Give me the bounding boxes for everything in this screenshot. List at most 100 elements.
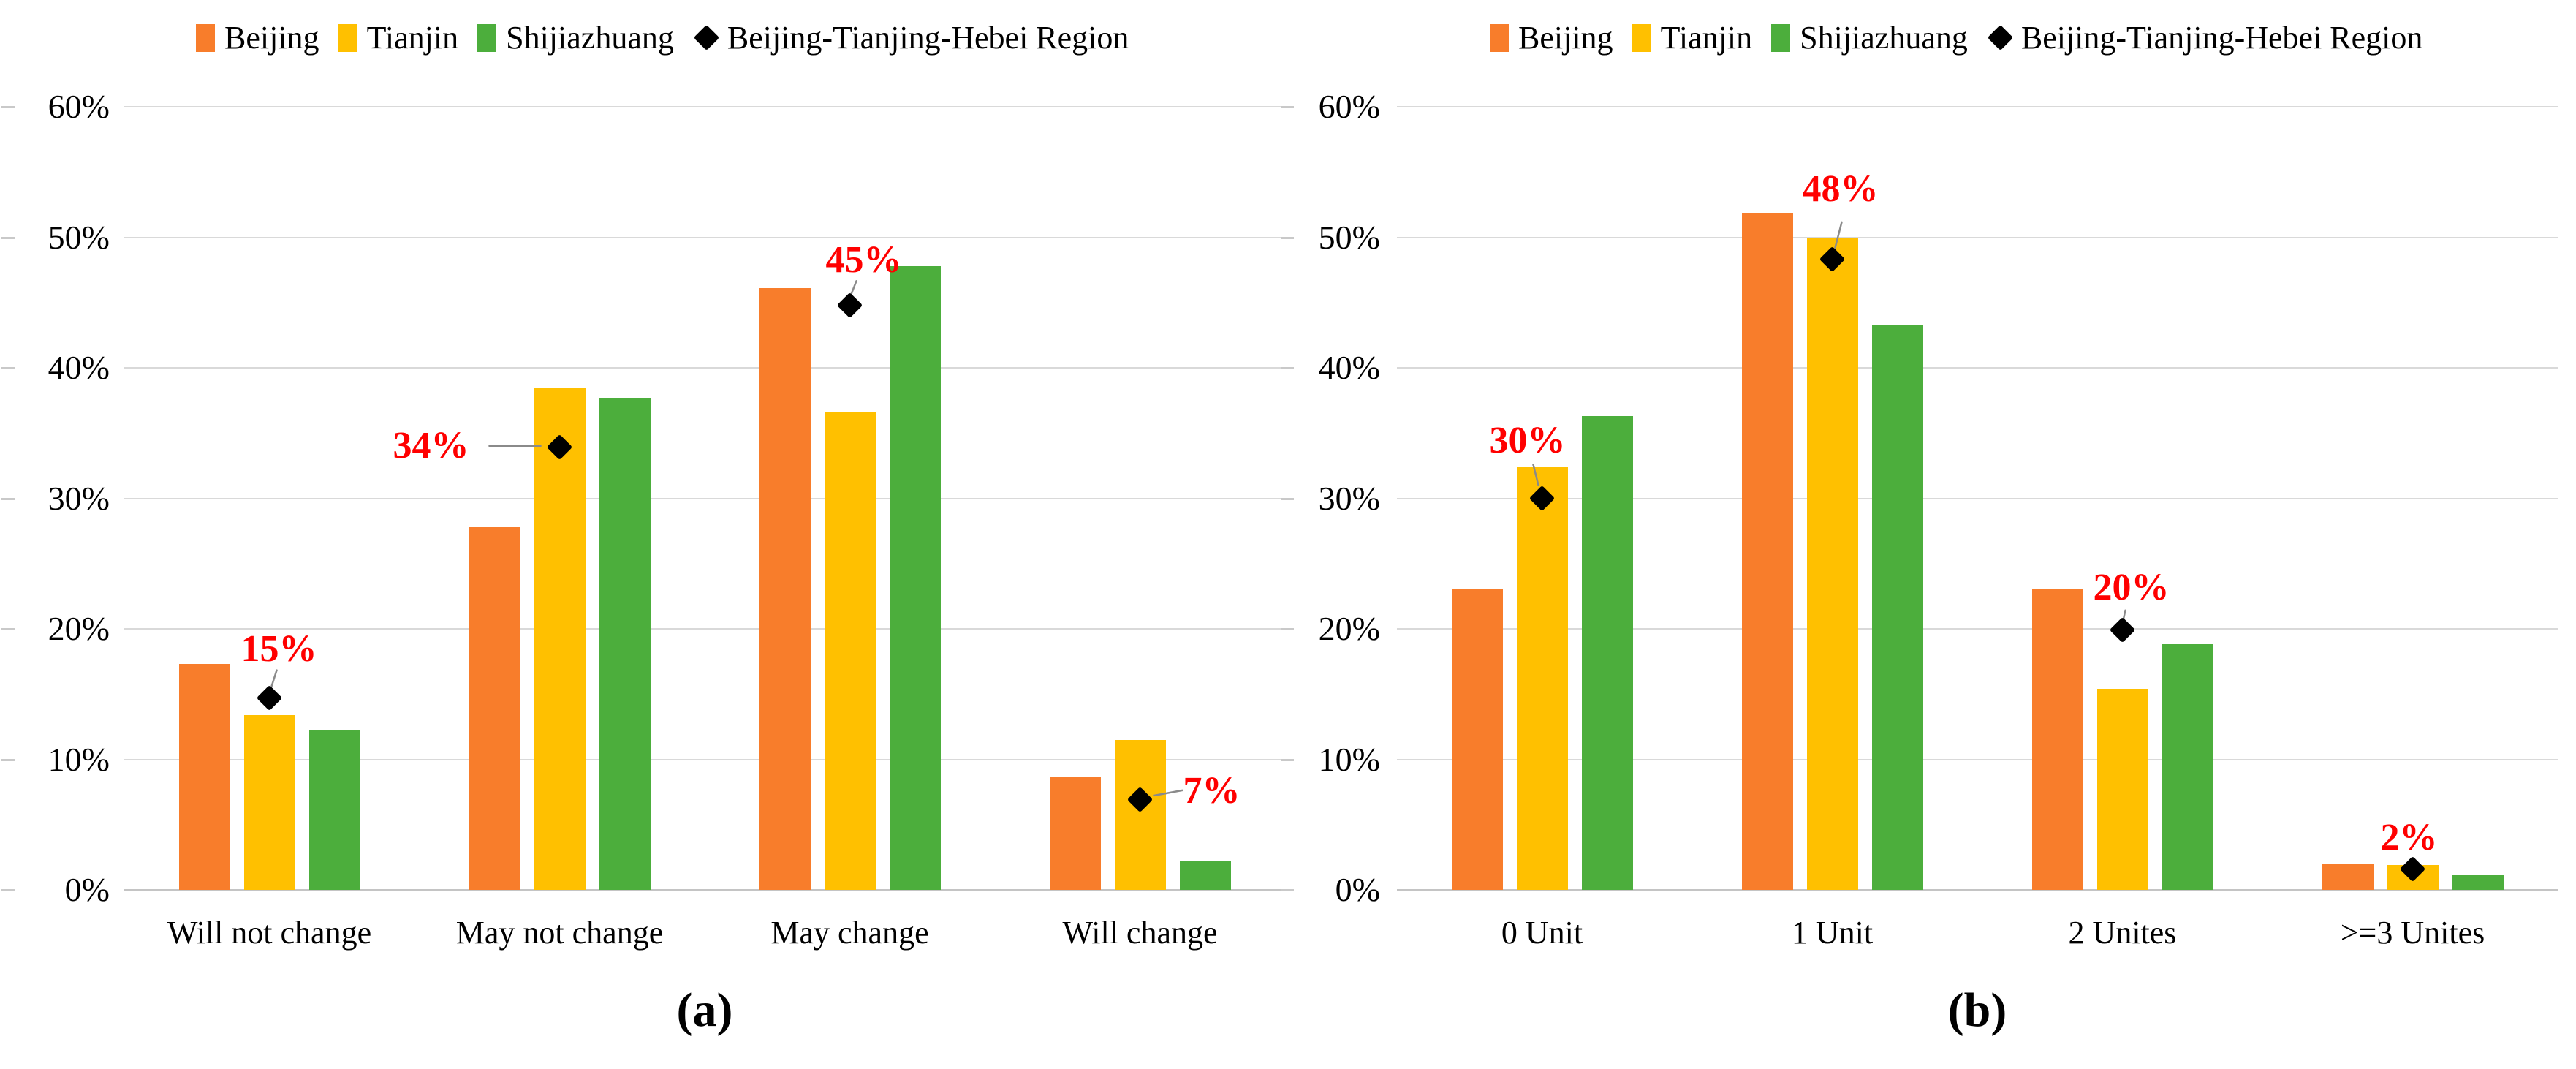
bar-tianjin <box>1516 466 1568 890</box>
diamond-marker-icon <box>1987 24 2014 51</box>
y-axis-label: 10% <box>48 740 110 778</box>
bar-shijiazhuang <box>2452 874 2504 890</box>
gridline <box>1397 497 2558 499</box>
x-axis-label: May change <box>770 915 929 951</box>
x-axis-label: >=3 Unites <box>2340 915 2485 951</box>
data-label: 48% <box>1802 167 1879 210</box>
y-axis-label: 30% <box>48 479 110 517</box>
shijiazhuang-swatch-icon <box>477 23 497 52</box>
bar-shijiazhuang <box>889 265 941 890</box>
y-axis-tick <box>1281 106 1294 108</box>
x-axis-label: Will change <box>1062 915 1218 951</box>
gridline <box>124 889 1285 891</box>
x-axis-label: 1 Unit <box>1791 915 1874 951</box>
y-axis-tick <box>1281 889 1294 891</box>
bar-shijiazhuang <box>599 398 651 890</box>
legend-item: Shijiazhuang <box>1771 19 1968 56</box>
bar-shijiazhuang <box>1581 416 1633 890</box>
y-axis-label: 10% <box>1318 740 1380 778</box>
y-axis-label: 30% <box>1318 479 1380 517</box>
beijing-swatch-icon <box>1490 23 1509 52</box>
bar-tianjin <box>534 387 586 890</box>
y-axis-tick <box>1281 236 1294 239</box>
gridline <box>124 497 1285 499</box>
data-label: 2% <box>2380 817 2438 859</box>
bar-beijing <box>469 526 520 890</box>
y-axis-label: 60% <box>48 88 110 125</box>
tianjin-swatch-icon <box>1632 23 1651 52</box>
gridline <box>1397 628 2558 630</box>
bar-beijing <box>2322 864 2374 890</box>
legend-item: Beijing-Tianjing-Hebei Region <box>1987 19 2422 56</box>
bar-beijing <box>1451 589 1503 890</box>
gridline <box>124 628 1285 630</box>
y-axis-tick <box>1281 367 1294 369</box>
legend: Beijing Tianjin Shijiazhuang Beijing-Tianji… <box>196 19 1129 56</box>
y-axis-tick <box>1281 628 1294 630</box>
bar-tianjin <box>1114 739 1166 890</box>
y-axis-label: 50% <box>48 218 110 256</box>
gridline <box>1397 106 2558 107</box>
y-axis-tick <box>1 367 15 369</box>
legend-label: Beijing <box>224 20 319 56</box>
y-axis-label: 20% <box>1318 610 1380 647</box>
y-axis-tick <box>1 106 15 108</box>
y-axis-label: 0% <box>1335 871 1380 908</box>
legend-label: Beijing <box>1518 20 1613 56</box>
legend-label: Shijiazhuang <box>1800 20 1968 56</box>
legend-item: Beijing <box>196 19 319 56</box>
data-label: 20% <box>2093 566 2170 608</box>
gridline <box>124 367 1285 369</box>
gridline <box>124 236 1285 238</box>
bar-beijing <box>759 288 811 890</box>
bar-beijing <box>2031 589 2083 890</box>
y-axis-label: 40% <box>48 349 110 386</box>
legend-item: Beijing <box>1490 19 1613 56</box>
legend-label: Tianjin <box>366 20 459 56</box>
legend-item: Shijiazhuang <box>477 19 674 56</box>
bar-shijiazhuang <box>1871 325 1923 890</box>
y-axis-tick <box>1281 758 1294 761</box>
gridline <box>1397 236 2558 238</box>
data-label: 15% <box>240 627 317 670</box>
x-axis-label: 2 Unites <box>2068 915 2177 951</box>
legend-item: Tianjin <box>338 19 459 56</box>
bar-shijiazhuang <box>308 730 360 890</box>
panel-caption: (b) <box>1947 983 2007 1037</box>
shijiazhuang-swatch-icon <box>1771 23 1791 52</box>
gridline <box>1397 889 2558 891</box>
y-axis-tick <box>1281 497 1294 500</box>
bar-beijing <box>178 664 230 890</box>
data-label: 30% <box>1489 419 1566 461</box>
y-axis-label: 60% <box>1318 88 1380 125</box>
bar-tianjin <box>824 412 876 890</box>
x-axis-label: 0 Unit <box>1501 915 1583 951</box>
y-axis-tick <box>1 236 15 239</box>
bar-shijiazhuang <box>2162 644 2213 890</box>
data-label: 45% <box>825 239 902 282</box>
legend-item: Beijing-Tianjing-Hebei Region <box>693 19 1129 56</box>
gridline <box>124 106 1285 107</box>
x-axis-label: May not change <box>455 915 664 951</box>
legend-label: Tianjin <box>1660 20 1753 56</box>
y-axis-label: 20% <box>48 610 110 647</box>
y-axis-tick <box>1 889 15 891</box>
bar-beijing <box>1049 777 1101 890</box>
legend-label: Shijiazhuang <box>506 20 674 56</box>
data-label: 34% <box>393 424 469 466</box>
region-diamond-marker <box>2109 617 2136 643</box>
y-axis-label: 0% <box>64 871 110 908</box>
bar-tianjin <box>2096 689 2148 890</box>
gridline <box>1397 758 2558 760</box>
legend-item: Tianjin <box>1632 19 1753 56</box>
y-axis-label: 50% <box>1318 218 1380 256</box>
y-axis-tick <box>1 758 15 761</box>
beijing-swatch-icon <box>196 23 215 52</box>
legend: Beijing Tianjin Shijiazhuang Beijing-Tianji… <box>1490 19 2422 56</box>
y-axis-label: 40% <box>1318 349 1380 386</box>
tianjin-swatch-icon <box>338 23 357 52</box>
y-axis-tick <box>1 497 15 500</box>
legend-label: Beijing-Tianjing-Hebei Region <box>727 20 1129 56</box>
